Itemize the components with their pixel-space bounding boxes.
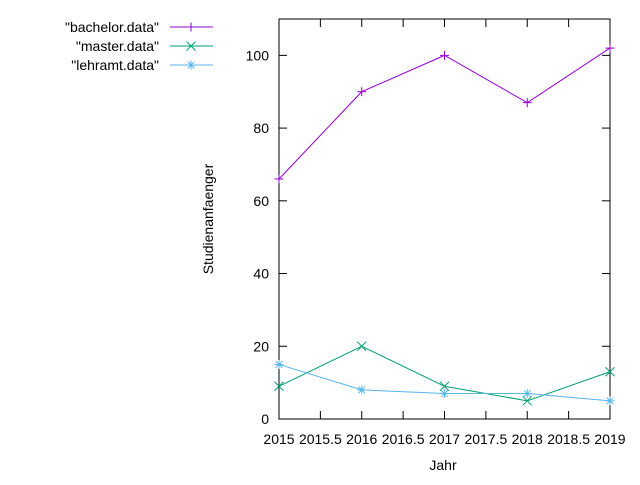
series-2: [274, 359, 615, 406]
series-1: [274, 341, 615, 406]
data-point: [605, 366, 615, 377]
data-point: [357, 385, 367, 395]
x-tick-label: 2017.5: [464, 431, 507, 447]
data-point: [274, 174, 284, 184]
legend: "bachelor.data" "master.data" "lehramt.dat…: [65, 19, 213, 73]
y-tick-label: 60: [253, 193, 269, 209]
legend-label: "lehramt.data": [71, 57, 159, 73]
y-tick-label: 80: [253, 120, 269, 136]
y-tick-label: 0: [261, 411, 269, 427]
data-point: [186, 41, 196, 51]
legend-item: "master.data": [76, 38, 213, 54]
y-tick-label: 40: [253, 266, 269, 282]
series-0: [274, 43, 615, 184]
x-tick-label: 2017: [429, 431, 460, 447]
x-tick-label: 2016.5: [382, 431, 425, 447]
data-point: [440, 389, 449, 399]
data-point: [356, 341, 367, 352]
x-tick-label: 2019: [594, 431, 625, 447]
x-tick-label: 2018.5: [547, 431, 590, 447]
y-axis-title: Studienanfaenger: [200, 163, 216, 274]
x-tick-label: 2016: [346, 431, 377, 447]
legend-item: "bachelor.data": [65, 19, 213, 35]
y-tick-label: 20: [253, 338, 269, 354]
data-point: [186, 22, 196, 32]
axes: 0 20 40 60 80 100 2015 2015.5 2016 2016.5 2017 2017…: [246, 18, 626, 447]
legend-item: "lehramt.data": [71, 57, 213, 73]
data-point: [522, 98, 532, 108]
data-point: [440, 50, 449, 60]
data-point: [186, 60, 196, 70]
x-tick-label: 2015: [263, 431, 294, 447]
plot-frame: [278, 18, 611, 420]
data-point: [522, 395, 533, 406]
data-point: [357, 87, 367, 97]
x-tick-label: 2018: [512, 431, 543, 447]
data-point: [605, 43, 615, 53]
data-point: [274, 359, 284, 369]
y-tick-label: 100: [246, 47, 270, 63]
x-tick-label: 2015.5: [299, 431, 342, 447]
plot-series: [274, 43, 615, 406]
data-point: [274, 381, 284, 392]
x-axis-title: Jahr: [429, 457, 457, 473]
data-point: [522, 389, 532, 399]
series-line: [278, 47, 611, 180]
legend-label: "master.data": [76, 38, 159, 54]
legend-label: "bachelor.data": [65, 19, 159, 35]
data-point: [605, 396, 615, 406]
data-point: [439, 381, 450, 392]
